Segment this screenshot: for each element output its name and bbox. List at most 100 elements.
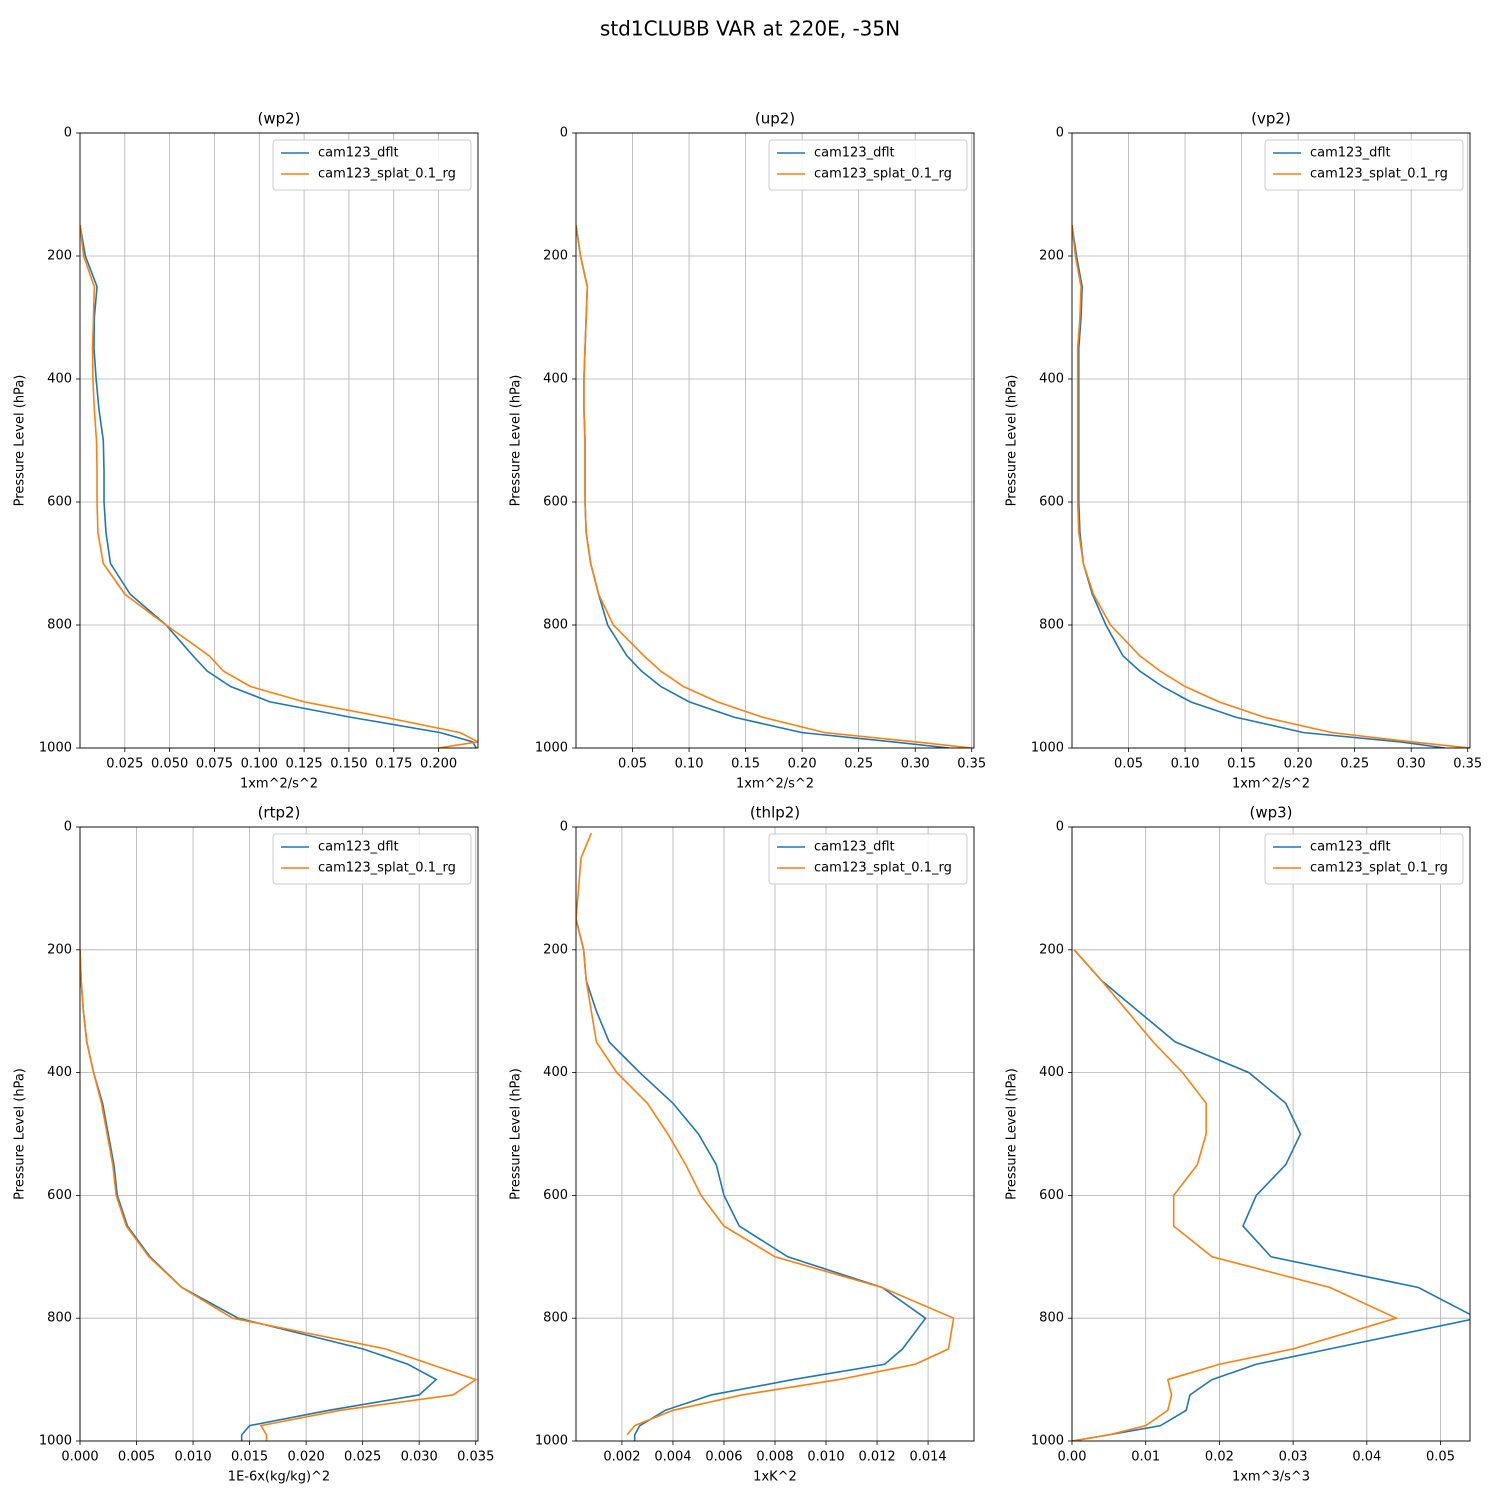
y-tick-label: 400: [543, 1065, 568, 1080]
x-tick-label: 0.05: [1114, 757, 1143, 772]
legend-label: cam123_splat_0.1_rg: [318, 861, 456, 876]
y-tick-label: 200: [543, 249, 568, 264]
y-tick-label: 400: [1039, 372, 1064, 387]
y-tick-label: 0: [64, 126, 72, 141]
x-axis-label: 1xm^2/s^2: [1232, 777, 1310, 792]
subplot: (vp2) 0.05 0.10 0.15 0.20 0.25 0.30 0.35 0 200 400…: [1005, 110, 1483, 792]
legend-box: [768, 833, 968, 885]
profile-line: [576, 918, 927, 1441]
x-tick-label: 0.175: [375, 757, 412, 772]
subplot-title: (wp2): [257, 110, 300, 128]
subplot: (thlp2) 0.002 0.004 0.006 0.008 0.010 0.012 0.0…: [509, 804, 975, 1485]
x-tick-label: 0.002: [603, 1450, 640, 1465]
x-tick-label: 0.35: [1453, 757, 1482, 772]
legend: cam123_dflt cam123_splat_0.1_rg: [1264, 139, 1464, 191]
x-tick-label: 0.02: [1205, 1450, 1234, 1465]
x-tick-label: 0.20: [1284, 757, 1313, 772]
y-axis-label: Pressure Level (hPa): [1005, 1068, 1020, 1200]
x-axis-label: 1xm^3/s^3: [1232, 1470, 1310, 1485]
legend-label: cam123_dflt: [1310, 146, 1391, 161]
y-tick-label: 800: [543, 618, 568, 633]
x-tick-label: 0.30: [1397, 757, 1426, 772]
y-tick-label: 800: [47, 1311, 72, 1326]
x-axis-label: 1xm^2/s^2: [240, 777, 318, 792]
y-tick-label: 0: [560, 126, 568, 141]
subplot: (rtp2) 0.000 0.005 0.010 0.015 0.020 0.025 0.03…: [13, 804, 495, 1485]
y-axis-label: Pressure Level (hPa): [509, 375, 524, 507]
y-tick-label: 400: [47, 1065, 72, 1080]
y-tick-label: 1000: [1031, 1434, 1064, 1449]
x-tick-label: 0.04: [1352, 1450, 1381, 1465]
x-tick-label: 0.006: [705, 1450, 742, 1465]
y-axis-label: Pressure Level (hPa): [13, 1068, 28, 1200]
x-tick-label: 0.15: [731, 757, 760, 772]
x-tick-label: 0.012: [858, 1450, 895, 1465]
y-tick-label: 1000: [1031, 741, 1064, 756]
y-tick-label: 200: [543, 942, 568, 957]
legend-box: [272, 139, 472, 191]
y-tick-label: 200: [47, 249, 72, 264]
y-tick-label: 1000: [39, 741, 72, 756]
subplot: (wp3) 0.00 0.01 0.02 0.03 0.04 0.05 0 200 400 600 8…: [1005, 804, 1471, 1485]
x-tick-label: 0.15: [1227, 757, 1256, 772]
axes-frame: [575, 132, 975, 749]
y-tick-label: 0: [64, 820, 72, 835]
subplot-title: (thlp2): [750, 804, 800, 822]
legend-box: [272, 833, 472, 885]
x-tick-label: 0.00: [1058, 1450, 1087, 1465]
subplot: (wp2) 0.025 0.050 0.075 0.100 0.125 0.150 0.175…: [13, 110, 479, 792]
y-tick-label: 600: [47, 1188, 72, 1203]
x-tick-label: 0.075: [196, 757, 233, 772]
y-tick-label: 200: [47, 942, 72, 957]
x-tick-label: 0.05: [1426, 1450, 1455, 1465]
x-tick-label: 0.000: [61, 1450, 98, 1465]
subplot-title: (rtp2): [258, 804, 301, 822]
x-tick-label: 0.25: [844, 757, 873, 772]
x-tick-label: 0.014: [909, 1450, 946, 1465]
x-tick-label: 0.010: [174, 1450, 211, 1465]
x-tick-label: 0.125: [285, 757, 322, 772]
x-tick-label: 0.150: [330, 757, 367, 772]
x-tick-label: 0.030: [401, 1450, 438, 1465]
y-tick-label: 600: [543, 1188, 568, 1203]
profile-line: [80, 949, 478, 1441]
y-tick-label: 400: [543, 372, 568, 387]
subplot-title: (vp2): [1251, 110, 1291, 128]
x-tick-label: 0.020: [288, 1450, 325, 1465]
y-axis-label: Pressure Level (hPa): [13, 375, 28, 507]
y-tick-label: 1000: [535, 741, 568, 756]
x-axis-label: 1xK^2: [753, 1470, 797, 1485]
profile-line: [1072, 949, 1399, 1441]
x-tick-label: 0.100: [241, 757, 278, 772]
y-tick-label: 200: [1039, 249, 1064, 264]
axes-frame: [79, 826, 479, 1442]
y-tick-label: 800: [1039, 618, 1064, 633]
legend-label: cam123_dflt: [318, 840, 399, 855]
profile-line: [576, 225, 972, 748]
legend: cam123_dflt cam123_splat_0.1_rg: [272, 139, 472, 191]
profile-line: [80, 225, 477, 748]
x-tick-label: 0.050: [151, 757, 188, 772]
axes-frame: [575, 826, 975, 1442]
y-tick-label: 600: [1039, 495, 1064, 510]
x-tick-label: 0.25: [1340, 757, 1369, 772]
axes-frame: [1071, 132, 1471, 749]
y-tick-label: 0: [560, 820, 568, 835]
y-tick-label: 600: [1039, 1188, 1064, 1203]
subplot-title: (up2): [755, 110, 795, 128]
legend-label: cam123_dflt: [814, 146, 895, 161]
x-axis-label: 1xm^2/s^2: [736, 777, 814, 792]
legend: cam123_dflt cam123_splat_0.1_rg: [1264, 833, 1464, 885]
y-tick-label: 600: [47, 495, 72, 510]
y-tick-label: 0: [1056, 820, 1064, 835]
x-tick-label: 0.005: [118, 1450, 155, 1465]
x-tick-label: 0.010: [807, 1450, 844, 1465]
y-tick-label: 400: [1039, 1065, 1064, 1080]
x-tick-label: 0.035: [457, 1450, 494, 1465]
x-tick-label: 0.10: [1171, 757, 1200, 772]
axes-frame: [1071, 826, 1471, 1442]
legend-box: [1264, 139, 1464, 191]
subplot-title: (wp3): [1249, 804, 1292, 822]
